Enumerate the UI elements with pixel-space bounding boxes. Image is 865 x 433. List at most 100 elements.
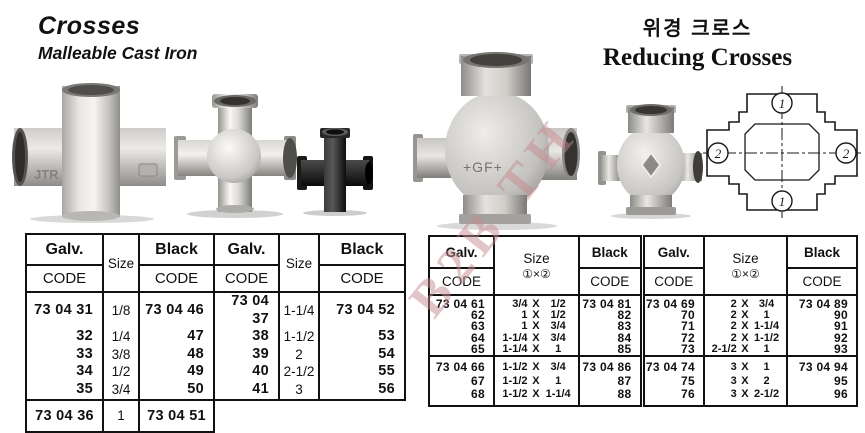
black-code-cell: 87 (578, 374, 645, 389)
photo-cross-medium-galv (172, 92, 298, 218)
galv-code-cell: 63 (428, 320, 494, 333)
black-code-cell: 90 (786, 309, 858, 322)
header-galv-1: Galv. (428, 235, 494, 269)
black-code-cell: 56 (318, 380, 406, 401)
brand-stamp-jtr: JTR (34, 167, 59, 182)
size-cell: 1 X 3/4 (493, 321, 579, 333)
size-label: Size (523, 250, 550, 266)
header-black-2: Black (786, 235, 858, 269)
galv-code-cell: 76 (642, 387, 704, 407)
black-code-cell: 54 (318, 345, 406, 364)
black-code-cell: 84 (578, 331, 645, 344)
port-label-top: 1 (779, 96, 786, 111)
galv-code-cell: 40 (213, 363, 279, 381)
reducing-cross-diagram: 1 1 2 2 (703, 86, 861, 218)
table-row: 65 1-1/4 X 1 85 73 2-1/2 X 1 93 (428, 343, 858, 358)
port-circle-bottom (771, 190, 793, 212)
header-code-4: CODE (318, 265, 406, 293)
body-outline (744, 123, 820, 181)
black-code-cell: 73 04 86 (578, 356, 645, 375)
galv-code-cell: 73 04 66 (428, 356, 494, 375)
header-size-2: Size ①×② (703, 235, 787, 296)
cross-medium-illustration (174, 94, 297, 218)
photo-cross-small-black (297, 126, 373, 216)
black-code-cell: 92 (786, 331, 858, 344)
cross-large-illustration: JTR (12, 83, 166, 223)
black-code-cell: 83 (578, 320, 645, 333)
black-code-cell: 82 (578, 309, 645, 322)
reducing-cross-large-illustration: +GF+ (413, 52, 580, 230)
header-galv-1: Galv. (25, 233, 103, 266)
reducing-crosses-codes-table: Galv. Size ①×② Black Galv. Size ①×② Blac… (428, 235, 858, 407)
diamond-logo (641, 151, 661, 179)
port-circle-left (707, 142, 729, 164)
photo-cross-large-galv: JTR (12, 78, 168, 223)
table-row: 35 3/4 50 41 3 56 (25, 380, 406, 401)
black-code-cell: 53 (318, 328, 406, 346)
galv-code-cell: 75 (681, 373, 695, 388)
galv-code-cell: 62 (428, 309, 494, 322)
black-code-cell: 47 (138, 328, 214, 346)
header-galv-2: Galv. (642, 235, 704, 269)
crosses-codes-table: Galv. Size Black Galv. Size Black CODE C… (25, 233, 406, 433)
size-cell: 3 (278, 380, 319, 401)
left-title-block: Crosses Malleable Cast Iron (38, 12, 198, 64)
size-cell: 3/8 (102, 345, 139, 364)
size-cell: 3/4 X 1/2 (493, 295, 579, 311)
size-cell: 1-1/4 X 1 (493, 343, 579, 358)
size-label: Size (732, 250, 759, 266)
black-code-cell: 73 04 52 (318, 292, 406, 329)
size-cell: 2 X 3/4 (703, 295, 787, 311)
table-row: 34 1/2 49 40 2-1/2 55 (25, 363, 406, 381)
brand-stamp-gf: +GF+ (463, 159, 503, 175)
table-row: 32 1/4 47 38 1-1/2 53 (25, 328, 406, 346)
size-cell: 1-1/2 X 3/4 (493, 356, 579, 375)
size-cell: 1-1/4 (278, 292, 319, 329)
galv-code-cell: 39 (213, 345, 279, 364)
header-code-2: CODE (138, 265, 214, 293)
galv-code-cell: 41 (213, 380, 279, 401)
photo-reducing-cross-large: +GF+ (413, 50, 581, 230)
black-code-cell: 95 (786, 374, 858, 389)
size-ports-label: ①×② (731, 266, 760, 281)
galv-code-cell: 34 (25, 363, 103, 381)
photo-reducing-cross-medium (598, 103, 704, 219)
size-cell: 1 X 1/2 (493, 309, 579, 322)
header-code-3: CODE (213, 265, 279, 293)
galv-code-cell: 73 04 31 (25, 292, 103, 329)
table-row: 73 04 31 1/8 73 04 46 73 04 37 1-1/4 73 … (25, 292, 406, 329)
galv-code-cell: 73 04 37 (213, 292, 279, 329)
table-row: 33 3/8 48 39 2 54 (25, 345, 406, 364)
port-label-bottom: 1 (779, 194, 786, 209)
black-code-cell: 85 (578, 343, 645, 358)
size-cell: 3 X 2-1/2 (703, 388, 787, 407)
galv-code-cell: 71 (681, 319, 695, 334)
galv-code-cell: 72 (681, 330, 695, 345)
page-subtitle: Malleable Cast Iron (38, 43, 198, 63)
header-black-1: Black (578, 235, 645, 269)
port-label-right: 2 (843, 146, 850, 161)
header-code-2: CODE (578, 268, 645, 296)
black-code-cell: 96 (786, 387, 858, 407)
size-cell: 1-1/2 X 1 (493, 374, 579, 389)
black-code-cell: 73 04 46 (138, 292, 214, 329)
table-row: 73 04 61 3/4 X 1/2 73 04 81 73 04 69 2 X 3/4… (428, 295, 858, 311)
header-size-1: Size (102, 233, 139, 293)
right-title-block: 위경 크로스 Reducing Crosses (565, 12, 830, 72)
black-code-cell: 73 04 89 (786, 295, 858, 311)
galv-code-cell: 67 (428, 374, 494, 389)
header-size-2: Size (278, 233, 319, 293)
galv-code-cell: 73 (642, 343, 704, 358)
header-black-1: Black (138, 233, 214, 266)
galv-code-cell: 70 (681, 308, 695, 323)
size-cell: 1-1/4 X 3/4 (493, 332, 579, 344)
black-code-cell: 73 04 81 (578, 295, 645, 311)
black-code-cell: 48 (138, 345, 214, 364)
galv-code-cell: 32 (25, 328, 103, 346)
galv-code-cell: 38 (213, 328, 279, 346)
